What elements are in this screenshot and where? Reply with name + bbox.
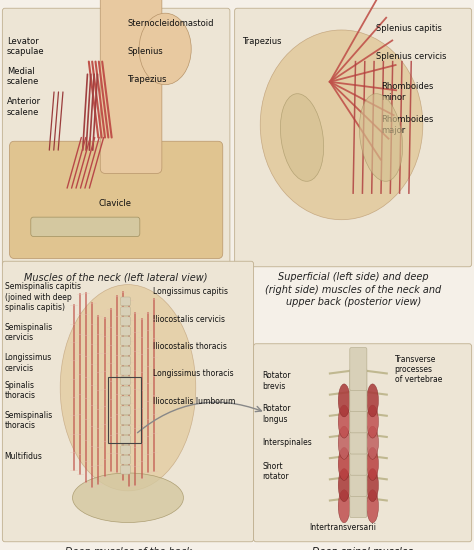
Text: Semispinalis capitis
(joined with deep
spinalis capitis): Semispinalis capitis (joined with deep s… xyxy=(5,282,81,312)
Text: Superficial (left side) and deep
(right side) muscles of the neck and
upper back: Superficial (left side) and deep (right … xyxy=(265,272,441,307)
Text: Iliocostalis lumborum: Iliocostalis lumborum xyxy=(153,397,235,406)
Ellipse shape xyxy=(367,384,378,417)
Text: Trapezius: Trapezius xyxy=(127,75,167,84)
FancyBboxPatch shape xyxy=(121,416,130,425)
FancyBboxPatch shape xyxy=(121,376,130,385)
FancyBboxPatch shape xyxy=(121,346,130,355)
Text: Deep muscles of the back
(posterior view): Deep muscles of the back (posterior view… xyxy=(64,547,191,550)
Text: Sternocleidomastoid: Sternocleidomastoid xyxy=(127,19,214,28)
FancyBboxPatch shape xyxy=(121,297,130,306)
Text: Medial
scalene: Medial scalene xyxy=(7,67,39,86)
Ellipse shape xyxy=(359,94,402,182)
Text: Splenius capitis: Splenius capitis xyxy=(376,24,442,33)
FancyBboxPatch shape xyxy=(2,261,254,542)
Text: Clavicle: Clavicle xyxy=(98,199,131,208)
Text: Semispinalis
thoracis: Semispinalis thoracis xyxy=(5,411,53,431)
Ellipse shape xyxy=(338,426,350,459)
FancyBboxPatch shape xyxy=(350,411,367,454)
FancyBboxPatch shape xyxy=(350,348,367,390)
FancyBboxPatch shape xyxy=(121,317,130,326)
FancyBboxPatch shape xyxy=(121,337,130,345)
Ellipse shape xyxy=(338,490,350,522)
Text: Anterior
scalene: Anterior scalene xyxy=(7,97,41,117)
Ellipse shape xyxy=(367,490,378,522)
FancyBboxPatch shape xyxy=(2,8,230,267)
FancyBboxPatch shape xyxy=(121,436,130,444)
Ellipse shape xyxy=(367,405,378,438)
FancyBboxPatch shape xyxy=(121,366,130,375)
Ellipse shape xyxy=(367,448,378,481)
FancyBboxPatch shape xyxy=(121,426,130,434)
FancyBboxPatch shape xyxy=(121,455,130,464)
FancyBboxPatch shape xyxy=(350,368,367,411)
FancyBboxPatch shape xyxy=(121,396,130,405)
Text: Rotator
brevis: Rotator brevis xyxy=(262,371,291,391)
Ellipse shape xyxy=(367,426,378,459)
Ellipse shape xyxy=(338,469,350,502)
Text: Levator
scapulae: Levator scapulae xyxy=(7,37,45,56)
Text: Splenius cervicis: Splenius cervicis xyxy=(376,52,447,61)
Text: Short
rotator: Short rotator xyxy=(262,462,289,481)
Text: Rhomboides
minor: Rhomboides minor xyxy=(381,82,433,102)
Text: Longissimus thoracis: Longissimus thoracis xyxy=(153,370,233,378)
FancyBboxPatch shape xyxy=(350,475,367,518)
Ellipse shape xyxy=(60,285,196,491)
FancyBboxPatch shape xyxy=(9,141,223,258)
Ellipse shape xyxy=(139,13,191,85)
Text: Iliocostalis cervicis: Iliocostalis cervicis xyxy=(153,315,225,323)
FancyBboxPatch shape xyxy=(121,386,130,395)
Bar xyxy=(108,377,141,443)
FancyBboxPatch shape xyxy=(121,406,130,415)
FancyBboxPatch shape xyxy=(350,432,367,475)
Text: Iliocostalis thoracis: Iliocostalis thoracis xyxy=(153,342,227,351)
Text: Rhomboides
major: Rhomboides major xyxy=(381,115,433,135)
Ellipse shape xyxy=(73,473,183,522)
FancyBboxPatch shape xyxy=(31,217,140,236)
FancyBboxPatch shape xyxy=(350,453,367,496)
FancyBboxPatch shape xyxy=(121,446,130,454)
FancyBboxPatch shape xyxy=(121,465,130,474)
Ellipse shape xyxy=(281,94,324,182)
Ellipse shape xyxy=(338,384,350,417)
FancyBboxPatch shape xyxy=(235,8,472,267)
Ellipse shape xyxy=(367,469,378,502)
Text: Splenius: Splenius xyxy=(127,47,163,56)
FancyBboxPatch shape xyxy=(100,0,162,173)
Text: Muscles of the neck (left lateral view): Muscles of the neck (left lateral view) xyxy=(24,272,208,282)
Text: Semispinalis
cervicis: Semispinalis cervicis xyxy=(5,323,53,343)
FancyBboxPatch shape xyxy=(254,344,472,542)
Text: Rotator
longus: Rotator longus xyxy=(262,404,291,424)
FancyBboxPatch shape xyxy=(350,390,367,433)
Text: Multifidus: Multifidus xyxy=(5,452,43,461)
Text: Deep spinal muscles: Deep spinal muscles xyxy=(312,547,413,550)
Text: Trapezius: Trapezius xyxy=(242,37,281,46)
Ellipse shape xyxy=(338,405,350,438)
Text: Spinalis
thoracis: Spinalis thoracis xyxy=(5,381,36,400)
FancyBboxPatch shape xyxy=(121,327,130,336)
FancyBboxPatch shape xyxy=(121,307,130,316)
Text: Longissimus capitis: Longissimus capitis xyxy=(153,287,228,296)
Ellipse shape xyxy=(338,448,350,481)
Text: Interspinales: Interspinales xyxy=(262,438,312,447)
Text: Longissimus
cervicis: Longissimus cervicis xyxy=(5,353,52,373)
Ellipse shape xyxy=(260,30,423,219)
Text: Intertransversarii: Intertransversarii xyxy=(309,523,376,532)
FancyBboxPatch shape xyxy=(121,356,130,365)
Text: Transverse
processes
of vertebrae: Transverse processes of vertebrae xyxy=(394,355,442,384)
